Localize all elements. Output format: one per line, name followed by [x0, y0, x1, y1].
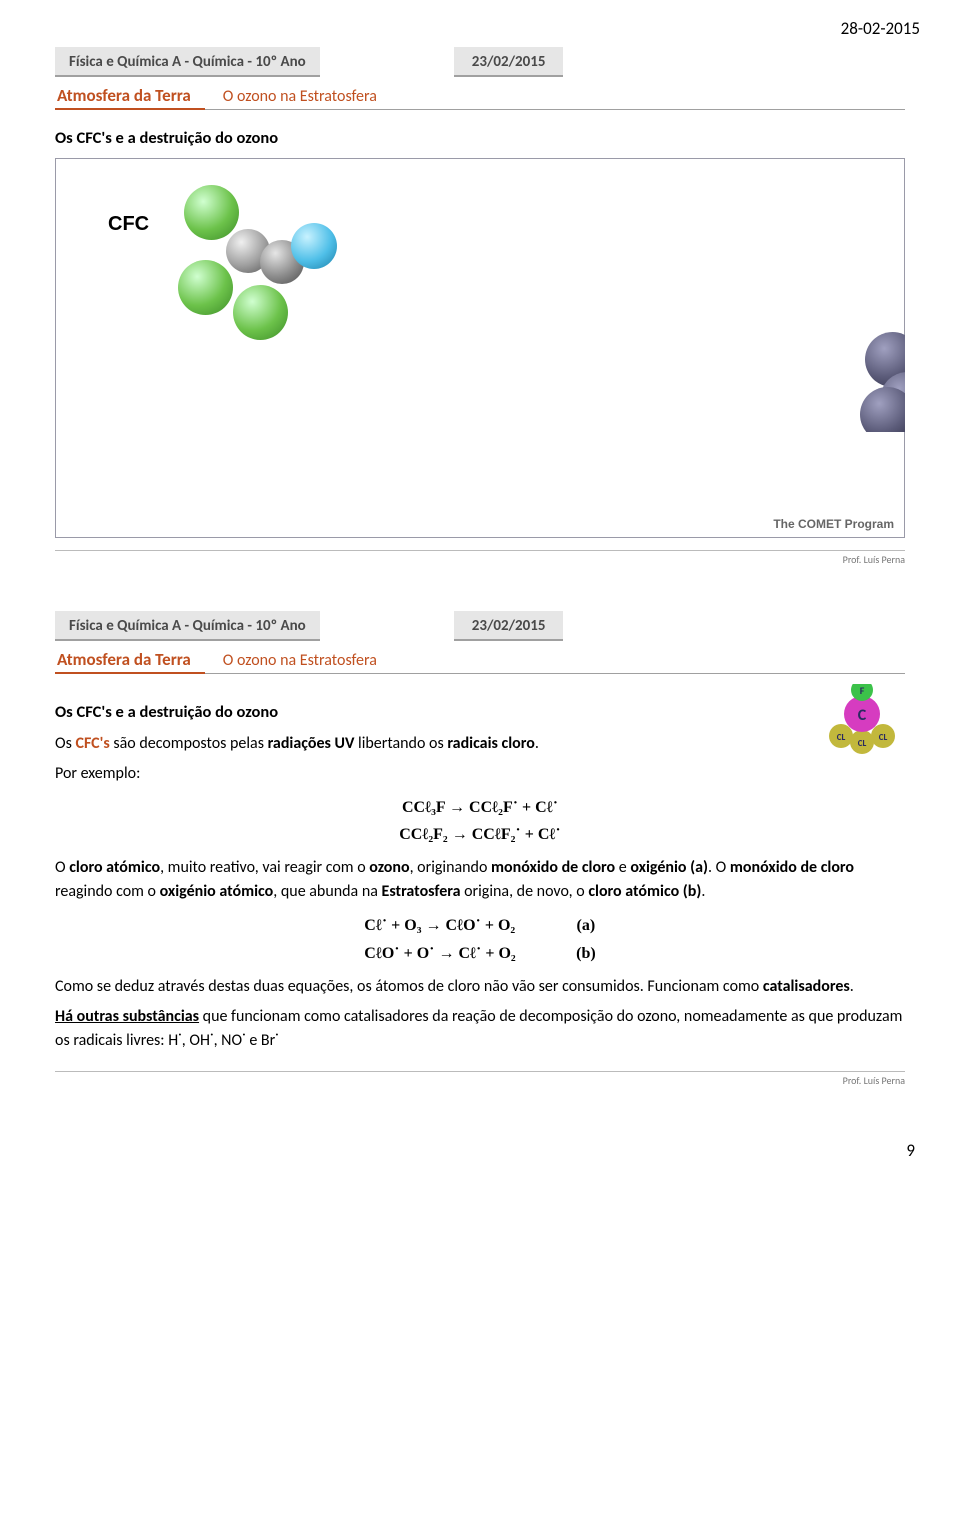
svg-text:C: C [858, 706, 867, 725]
ozone-molecule-partial [845, 332, 905, 432]
text: são decompostos pelas [110, 734, 268, 753]
cfc-molecule-icon: CL CL CL C F [819, 684, 905, 756]
svg-text:CL: CL [858, 738, 867, 749]
reaction-a-label: (a) [515, 912, 595, 939]
slide-header: Física e Química A - Química - 10º Ano 2… [55, 47, 905, 77]
paragraph-1: Os CFC's são decompostos pelas radiações… [55, 732, 905, 756]
cfc-label: CFC [108, 213, 149, 236]
page-header-date: 28-02-2015 [0, 0, 960, 47]
text: Os [55, 734, 75, 753]
course-title: Física e Química A - Química - 10º Ano [55, 47, 320, 77]
text: libertando os [354, 734, 447, 753]
text: . [535, 734, 539, 753]
text: , que abunda na [273, 882, 381, 901]
reaction-1: CCℓ₃F → CCℓ₂F˙ + Cℓ˙ [55, 794, 905, 821]
term-outras: Há outras substâncias [55, 1007, 199, 1026]
term: ozono [369, 858, 409, 877]
course-title: Física e Química A - Química - 10º Ano [55, 611, 320, 641]
slide-1: Física e Química A - Química - 10º Ano 2… [55, 47, 905, 566]
term-catalisadores: catalisadores [763, 977, 850, 996]
slide-2: Física e Química A - Química - 10º Ano 2… [55, 611, 905, 1087]
text: reagindo com o [55, 882, 160, 901]
paragraph-3: Como se deduz através destas duas equaçõ… [55, 975, 905, 999]
paragraph-4: Há outras substâncias que funcionam como… [55, 1005, 905, 1053]
reaction-b: CℓO˙ + O˙ → Cℓ˙ + O₂ [364, 945, 515, 962]
reactions-catalytic: Cℓ˙ + O₃ → CℓO˙ + O₂(a) CℓO˙ + O˙ → Cℓ˙ … [55, 912, 905, 966]
slide-footer: Prof. Luís Perna [55, 1071, 905, 1087]
svg-text:CL: CL [837, 732, 846, 743]
paragraph-2: O cloro atómico, muito reativo, vai reag… [55, 856, 905, 904]
subtopic: O ozono na Estratosfera [223, 651, 377, 670]
reaction-2: CCℓ₂F₂ → CCℓF₂˙ + Cℓ˙ [55, 821, 905, 848]
text: . O [708, 858, 730, 877]
term-radicais: radicais cloro [447, 734, 535, 753]
slide-date: 23/02/2015 [454, 47, 564, 77]
topic: Atmosfera da Terra [55, 647, 205, 674]
text: , muito reativo, vai reagir com o [160, 858, 369, 877]
reaction-a: Cℓ˙ + O₃ → CℓO˙ + O₂ [364, 917, 515, 934]
term: cloro atómico (b) [588, 882, 701, 901]
term-uv: radiações UV [268, 734, 355, 753]
text: . [701, 882, 705, 901]
section-title: Os CFC's e a destruição do ozono [55, 702, 905, 722]
reaction-b-label: (b) [516, 940, 596, 967]
page-number: 9 [0, 1132, 960, 1181]
term: oxigénio (a) [630, 858, 708, 877]
svg-text:CL: CL [879, 732, 888, 743]
subtopic: O ozono na Estratosfera [223, 87, 377, 106]
comet-credit: The COMET Program [773, 517, 894, 531]
cfc-diagram: CFC The COMET Program [55, 158, 905, 538]
term: Estratosfera [382, 882, 461, 901]
cfc-molecule [178, 185, 338, 345]
subtitle-row: Atmosfera da Terra O ozono na Estratosfe… [55, 83, 905, 110]
text: O [55, 858, 69, 877]
text: e [615, 858, 630, 877]
text: origina, de novo, o [460, 882, 588, 901]
term: monóxido de cloro [730, 858, 854, 877]
term: cloro atómico [69, 858, 160, 877]
slide-footer: Prof. Luís Perna [55, 550, 905, 566]
por-exemplo: Por exemplo: [55, 762, 905, 786]
svg-text:F: F [860, 684, 865, 697]
text: Como se deduz através destas duas equaçõ… [55, 977, 763, 996]
term: oxigénio atómico [160, 882, 274, 901]
term: monóxido de cloro [491, 858, 615, 877]
section-title: Os CFC's e a destruição do ozono [55, 128, 905, 148]
topic: Atmosfera da Terra [55, 83, 205, 110]
text: . [850, 977, 854, 996]
term-cfc: CFC's [75, 734, 109, 753]
text: , originando [410, 858, 491, 877]
subtitle-row: Atmosfera da Terra O ozono na Estratosfe… [55, 647, 905, 674]
reactions-decomposition: CCℓ₃F → CCℓ₂F˙ + Cℓ˙ CCℓ₂F₂ → CCℓF₂˙ + C… [55, 794, 905, 848]
slide-date: 23/02/2015 [454, 611, 564, 641]
slide-header: Física e Química A - Química - 10º Ano 2… [55, 611, 905, 641]
